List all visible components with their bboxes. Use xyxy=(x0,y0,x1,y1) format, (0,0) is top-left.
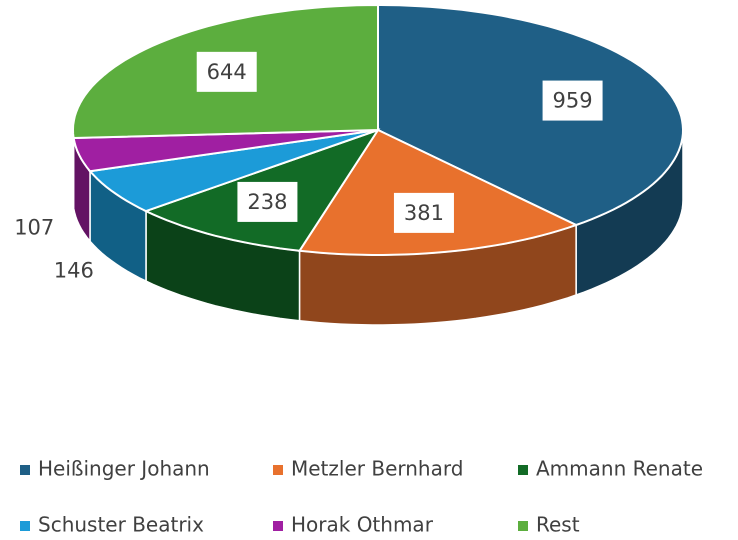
legend-label: Schuster Beatrix xyxy=(38,513,204,537)
data-label-box xyxy=(393,192,454,233)
legend-marker xyxy=(273,465,283,475)
legend-marker xyxy=(518,521,528,531)
legend-marker xyxy=(518,465,528,475)
data-label: 959 xyxy=(553,89,593,113)
legend-marker xyxy=(20,521,30,531)
legend-marker xyxy=(20,465,30,475)
legend-label: Heißinger Johann xyxy=(38,457,210,481)
legend-marker xyxy=(273,521,283,531)
legend-label: Rest xyxy=(536,513,580,537)
data-label: 644 xyxy=(207,60,247,84)
data-label: 146 xyxy=(54,259,94,283)
data-label: 107 xyxy=(14,216,54,240)
pie-slice xyxy=(87,129,379,213)
data-label: 238 xyxy=(247,190,287,214)
pie-slice xyxy=(377,3,685,227)
legend-label: Horak Othmar xyxy=(291,513,434,537)
legend-label: Metzler Bernhard xyxy=(291,457,463,481)
legend-label: Ammann Renate xyxy=(536,457,703,481)
data-label-box xyxy=(542,80,603,121)
data-label: 381 xyxy=(404,201,444,225)
data-label-box xyxy=(196,51,257,92)
pie-slice xyxy=(297,128,579,256)
data-label-box xyxy=(237,181,298,222)
pie-slice xyxy=(72,129,379,173)
